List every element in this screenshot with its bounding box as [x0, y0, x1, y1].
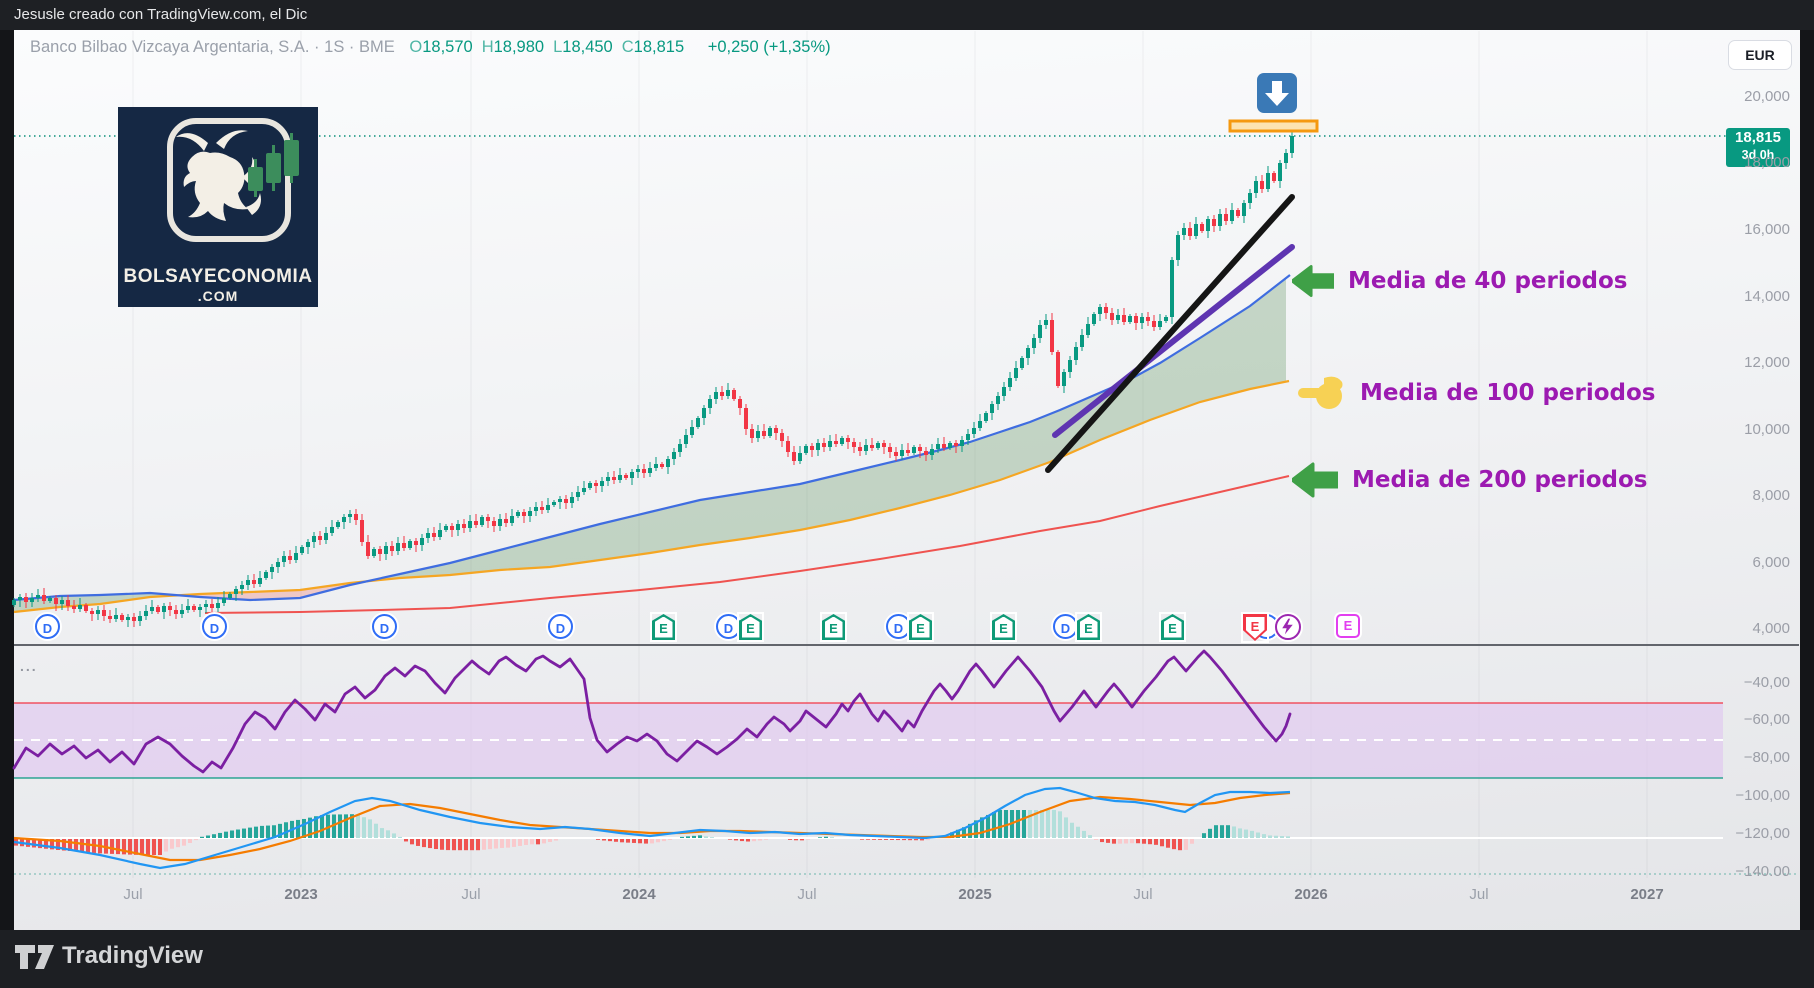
axis-tick-label: −40,00: [1743, 674, 1790, 691]
symbol-title[interactable]: Banco Bilbao Vizcaya Argentaria, S.A.: [30, 38, 310, 56]
down-arrow-marker[interactable]: [1257, 73, 1297, 118]
ohlc-item: C18,815: [621, 38, 685, 56]
time-tick-label: 2025: [958, 886, 992, 903]
window-title-bar: Jesusle creado con TradingView.com, el D…: [0, 0, 1814, 30]
ma40-line: [13, 274, 1291, 602]
time-tick-label: Jul: [797, 886, 817, 903]
macd-line: [13, 786, 1291, 870]
earnings-badge[interactable]: E: [739, 614, 762, 640]
left-arrow-icon: [1292, 265, 1334, 297]
axis-tick-label: −100,00: [1735, 787, 1790, 804]
tradingview-brand[interactable]: TradingView: [62, 942, 203, 969]
pointing-hand-icon: [1298, 376, 1343, 409]
bull-logo-icon: [167, 118, 299, 242]
last-price: 18,815: [1735, 129, 1781, 146]
ohlc-item: H18,980: [481, 38, 545, 56]
annotation-ma200: Media de 200 periodos: [1292, 462, 1648, 498]
currency-button[interactable]: EUR: [1728, 40, 1792, 70]
ma-band-fill: [368, 278, 1286, 582]
change-value: +0,250 (+1,35%): [707, 38, 831, 56]
bar-countdown: 3d 0h: [1741, 148, 1775, 162]
flash-event-badge[interactable]: [1275, 614, 1301, 640]
time-tick-label: 2023: [284, 886, 318, 903]
axis-tick-label: 4,000: [1752, 620, 1790, 637]
footer-bar: TradingView: [0, 930, 1814, 988]
earnings-miss-badge[interactable]: E: [1243, 614, 1267, 641]
upcoming-earnings-badge[interactable]: E: [1336, 614, 1360, 638]
annotation-ma100: Media de 100 periodos: [1298, 372, 1656, 414]
pane-more-button[interactable]: ...: [20, 658, 38, 674]
bolsayeconomia-logo: BOLSAYECONOMIA .COM: [118, 107, 318, 307]
time-tick-label: Jul: [1133, 886, 1153, 903]
purple-trendline: [1052, 244, 1295, 438]
time-tick-label: Jul: [461, 886, 481, 903]
logo-text-domain: .COM: [197, 288, 239, 304]
axis-tick-label: −140.00: [1735, 863, 1790, 880]
dividend-badge[interactable]: D: [548, 614, 573, 639]
ohlc-item: L18,450: [553, 38, 613, 56]
time-tick-label: Jul: [123, 886, 143, 903]
symbol-header[interactable]: Banco Bilbao Vizcaya Argentaria, S.A. · …: [30, 38, 831, 57]
earnings-badge[interactable]: E: [1077, 614, 1100, 640]
time-tick-label: 2027: [1630, 886, 1664, 903]
candlestick-series: [12, 131, 1294, 627]
ma100-line: [13, 379, 1290, 614]
resistance-zone: [1228, 119, 1319, 133]
ohlc-values: O18,570 H18,980 L18,450 C18,815: [409, 38, 693, 56]
macd-histogram: [14, 810, 1290, 855]
black-trendline: [1045, 194, 1295, 473]
axis-tick-label: 16,000: [1744, 221, 1790, 238]
time-tick-label: Jul: [1469, 886, 1489, 903]
axis-tick-label: 6,000: [1752, 554, 1790, 571]
axis-tick-label: 18,000: [1744, 154, 1790, 171]
earnings-badge[interactable]: E: [992, 614, 1015, 640]
axis-tick-label: 12,000: [1744, 354, 1790, 371]
axis-tick-label: 20,000: [1744, 88, 1790, 105]
axis-tick-label: −120,00: [1735, 825, 1790, 842]
williams-r-line: [12, 649, 1292, 774]
ma-band-fill: [182, 581, 362, 600]
separator-dot: ·: [314, 38, 320, 56]
macd-signal-line: [13, 791, 1291, 862]
left-arrow-icon: [1292, 462, 1338, 498]
axis-tick-label: −80,00: [1743, 749, 1790, 766]
last-price-tag: 18,815 3d 0h: [1726, 128, 1790, 167]
logo-text: BOLSAYECONOMIA: [123, 266, 313, 287]
dividend-badge[interactable]: D: [372, 614, 397, 639]
axis-tick-label: 10,000: [1744, 421, 1790, 438]
earnings-badge[interactable]: E: [909, 614, 932, 640]
currency-label: EUR: [1745, 47, 1775, 63]
ohlc-item: O18,570: [409, 38, 473, 56]
earnings-badge[interactable]: E: [822, 614, 845, 640]
annotation-ma40: Media de 40 periodos: [1292, 264, 1628, 298]
dividend-badge[interactable]: D: [886, 614, 911, 639]
interval-label[interactable]: 1S: [324, 38, 345, 56]
window-title: Jesusle creado con TradingView.com, el D…: [14, 6, 308, 23]
dividend-badge[interactable]: D: [202, 614, 227, 639]
earnings-badge[interactable]: E: [652, 614, 675, 640]
tradingview-logo-icon[interactable]: [14, 942, 60, 974]
ma40-label: Media de 40 periodos: [1348, 268, 1628, 294]
exchange-label: BME: [359, 38, 395, 56]
dividend-badge[interactable]: D: [35, 614, 60, 639]
dividend-badge[interactable]: D: [716, 614, 741, 639]
time-tick-label: 2024: [622, 886, 656, 903]
earnings-badge[interactable]: E: [1161, 614, 1184, 640]
ma200-line: [204, 475, 1290, 614]
time-tick-label: 2026: [1294, 886, 1328, 903]
separator-dot: ·: [348, 38, 355, 56]
ma100-label: Media de 100 periodos: [1360, 380, 1656, 406]
axis-tick-label: 14,000: [1744, 288, 1790, 305]
axis-tick-label: 8,000: [1752, 487, 1790, 504]
axis-tick-label: −60,00: [1743, 711, 1790, 728]
dividend-badge[interactable]: D: [1053, 614, 1078, 639]
ma200-label: Media de 200 periodos: [1352, 467, 1648, 493]
